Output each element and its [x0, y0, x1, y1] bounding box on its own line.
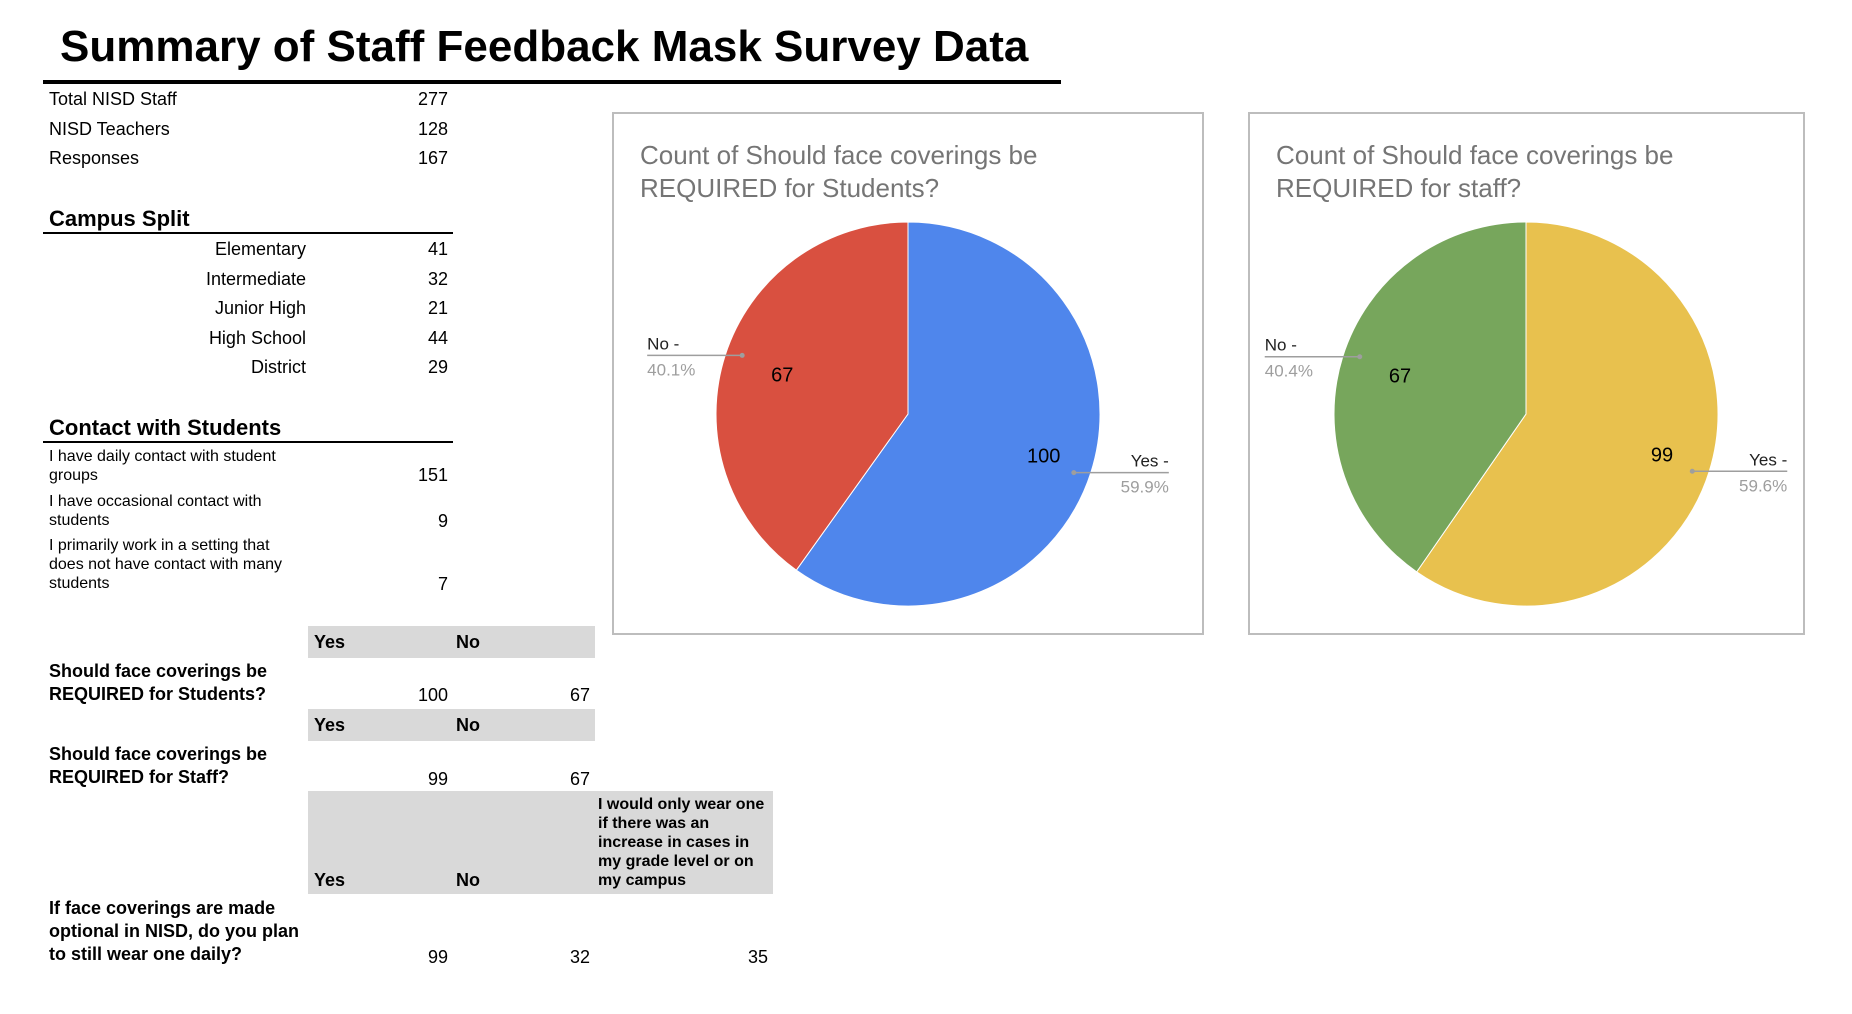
campus-junior-high-value: 21 [427, 298, 448, 318]
title-divider [43, 80, 1061, 84]
staff-leader-dot-no [1357, 354, 1363, 360]
teachers-label: NISD Teachers [49, 119, 170, 139]
responses-label: Responses [49, 148, 140, 168]
chart-title-line: REQUIRED for staff? [1276, 173, 1521, 203]
optional-no-value: 32 [569, 947, 590, 967]
optional-table-header [308, 791, 773, 894]
campus-split-heading: Campus Split [49, 206, 190, 231]
students-percent-label-yes: 59.9% [1121, 478, 1169, 497]
staff-yes-header: Yes [314, 715, 346, 735]
optional-yes-value: 99 [427, 947, 448, 967]
campus-intermediate-value: 32 [427, 269, 448, 289]
optional-yes-header: Yes [314, 870, 346, 890]
students-value-label-yes: 100 [1027, 445, 1060, 467]
campus-split-divider [43, 232, 453, 234]
students-no-header: No [456, 632, 480, 652]
optional-no-header: No [456, 870, 480, 890]
contact-none-value: 7 [437, 574, 448, 594]
students-yes-header: Yes [314, 632, 346, 652]
students-leader-dot-yes [1071, 470, 1077, 476]
optional-question: If face coverings are made optional in N… [49, 898, 299, 964]
campus-intermediate-label: Intermediate [205, 269, 306, 289]
staff-yes-value: 99 [427, 769, 448, 789]
contact-heading: Contact with Students [49, 415, 282, 440]
chart-title-line: Count of Should face coverings be [640, 140, 1037, 170]
staff-table-header [308, 709, 595, 741]
staff-percent-label-yes: 59.6% [1739, 476, 1787, 495]
contact-occasional-label: I have occasional contact with students [49, 493, 262, 529]
students-pie-chart: Count of Should face coverings be REQUIRE… [612, 112, 1204, 635]
students-category-label-no: No - [647, 334, 679, 353]
contact-none-label: I primarily work in a setting that does … [49, 537, 283, 592]
campus-high-school-value: 44 [427, 328, 448, 348]
students-pie-svg: Count of Should face coverings beREQUIRE… [640, 140, 1169, 607]
campus-district-value: 29 [427, 357, 448, 377]
staff-value-label-yes: 99 [1651, 444, 1673, 466]
chart-title-line: REQUIRED for Students? [640, 173, 939, 203]
staff-value-label-no: 67 [1389, 366, 1411, 388]
contact-divider [43, 441, 453, 443]
total-staff-label: Total NISD Staff [49, 89, 177, 109]
staff-leader-dot-yes [1689, 468, 1695, 474]
students-question: Should face coverings be REQUIRED for St… [49, 661, 268, 704]
students-no-value: 67 [569, 685, 590, 705]
campus-elementary-label: Elementary [214, 239, 306, 259]
contact-daily-value: 151 [417, 465, 448, 485]
campus-district-label: District [251, 357, 306, 377]
page-title: Summary of Staff Feedback Mask Survey Da… [60, 22, 1029, 71]
campus-junior-high-label: Junior High [214, 298, 306, 318]
students-category-label-yes: Yes - [1131, 452, 1169, 471]
total-staff-value: 277 [417, 89, 448, 109]
staff-question: Should face coverings be REQUIRED for St… [49, 744, 268, 787]
staff-no-header: No [456, 715, 480, 735]
staff-pie-chart: Count of Should face coverings be REQUIRE… [1248, 112, 1805, 635]
contact-occasional-value: 9 [437, 511, 448, 531]
students-table-header [308, 626, 595, 658]
campus-high-school-label: High School [208, 328, 306, 348]
contact-daily-label: I have daily contact with student groups [49, 448, 276, 484]
optional-other-value: 35 [747, 947, 768, 967]
chart-title-line: Count of Should face coverings be [1276, 140, 1673, 170]
staff-category-label-yes: Yes - [1749, 450, 1787, 469]
students-value-label-no: 67 [771, 365, 793, 387]
staff-no-value: 67 [569, 769, 590, 789]
students-percent-label-no: 40.1% [647, 360, 695, 379]
students-yes-value: 100 [417, 685, 448, 705]
campus-elementary-value: 41 [427, 239, 448, 259]
students-leader-dot-no [739, 352, 745, 358]
staff-percent-label-no: 40.4% [1265, 362, 1313, 381]
staff-pie-svg: Count of Should face coverings beREQUIRE… [1264, 140, 1788, 607]
responses-value: 167 [417, 148, 448, 168]
staff-category-label-no: No - [1265, 336, 1297, 355]
optional-other-header: I would only wear one if there was an in… [598, 796, 765, 889]
teachers-value: 128 [417, 119, 448, 139]
